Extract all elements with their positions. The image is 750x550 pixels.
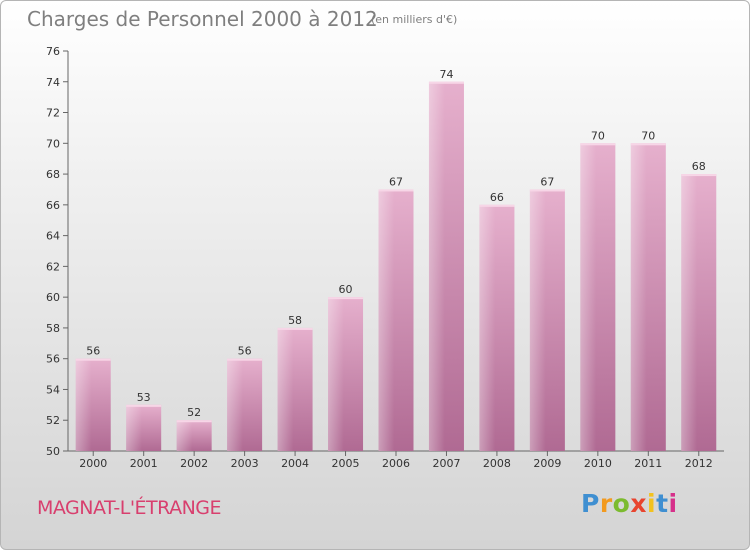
bar-group [630, 143, 666, 452]
y-tick-label: 56 [46, 353, 60, 366]
data-label: 53 [137, 391, 151, 404]
bar-top-edge [681, 174, 717, 177]
y-tick-label: 62 [46, 260, 60, 273]
bar-group [126, 404, 162, 451]
commune-name: MAGNAT-L'ÉTRANGE [37, 497, 222, 519]
x-tick-label: 2002 [180, 457, 208, 470]
bar-top-edge [176, 420, 212, 423]
bar-top-edge [529, 189, 565, 192]
y-tick-label: 54 [46, 383, 60, 396]
bar-group [328, 297, 364, 451]
bar-top-edge [277, 327, 313, 330]
proxiti-logo: Proxiti [581, 489, 678, 518]
bar-group [580, 143, 616, 452]
y-tick-label: 76 [46, 45, 60, 58]
bar-top-edge [428, 81, 464, 84]
x-tick-label: 2004 [281, 457, 309, 470]
bar-group [75, 358, 111, 451]
bar-highlight [176, 420, 193, 451]
chart-title: Charges de Personnel 2000 à 2012 [27, 7, 378, 31]
x-tick-label: 2003 [231, 457, 259, 470]
y-tick-label: 72 [46, 107, 60, 120]
data-label: 60 [339, 283, 353, 296]
bar-group [176, 420, 212, 451]
bar-group [227, 358, 263, 451]
y-tick-label: 58 [46, 322, 60, 335]
bar-highlight [277, 327, 294, 451]
bar-group [681, 174, 717, 452]
bar-highlight [328, 297, 344, 451]
bar-top-edge [75, 358, 111, 361]
x-tick-label: 2006 [382, 457, 410, 470]
y-tick-label: 64 [46, 230, 60, 243]
x-tick-label: 2011 [634, 457, 662, 470]
bar-top-edge [328, 297, 364, 300]
x-tick-label: 2012 [685, 457, 713, 470]
bar-top-edge [227, 358, 263, 361]
bar-top-edge [580, 143, 616, 146]
bar-group [428, 81, 464, 452]
bar-top-edge [126, 404, 162, 407]
bar-top-edge [378, 189, 414, 192]
bar-highlight [681, 174, 698, 452]
bar-highlight [378, 189, 395, 451]
data-label: 74 [439, 68, 453, 81]
x-tick-label: 2009 [533, 457, 561, 470]
bar-highlight [580, 143, 597, 452]
x-tick-label: 2007 [432, 457, 460, 470]
y-tick-label: 52 [46, 414, 60, 427]
data-label: 67 [389, 175, 403, 188]
labels: 2000 56 2001 53 2002 52 2003 56 2004 58 2005 60 2006… [79, 68, 713, 470]
bar-highlight [227, 358, 243, 451]
bar-group [378, 189, 414, 451]
y-tick-label: 66 [46, 199, 60, 212]
data-label: 67 [540, 175, 554, 188]
bar-group [277, 327, 313, 451]
data-label: 68 [692, 160, 706, 173]
bar-highlight [75, 358, 92, 451]
x-tick-label: 2005 [332, 457, 360, 470]
data-label: 56 [86, 345, 100, 358]
x-tick-label: 2001 [130, 457, 158, 470]
bar-group [479, 204, 515, 451]
y-tick-label: 68 [46, 168, 60, 181]
bar-top-edge [630, 143, 666, 146]
x-tick-label: 2010 [584, 457, 612, 470]
bars [75, 81, 717, 452]
bar-highlight [630, 143, 647, 452]
data-label: 66 [490, 191, 504, 204]
data-label: 70 [641, 129, 655, 142]
bar-highlight [428, 81, 445, 452]
y-tick-label: 70 [46, 137, 60, 150]
y-tick-label: 74 [46, 76, 60, 89]
y-tick-label: 60 [46, 291, 60, 304]
chart-subtitle: (en milliers d'€) [371, 13, 458, 26]
bar-highlight [126, 404, 142, 451]
bar-highlight [529, 189, 546, 451]
bar-top-edge [479, 204, 515, 207]
data-label: 70 [591, 129, 605, 142]
bar-group [529, 189, 565, 451]
x-tick-label: 2008 [483, 457, 511, 470]
x-tick-label: 2000 [79, 457, 107, 470]
data-label: 58 [288, 314, 302, 327]
data-label: 56 [238, 345, 252, 358]
data-label: 52 [187, 406, 201, 419]
axes: 50 52 54 56 58 60 62 64 66 68 70 72 74 76 [46, 45, 724, 458]
y-tick-label: 50 [46, 445, 60, 458]
bar-highlight [479, 204, 496, 451]
